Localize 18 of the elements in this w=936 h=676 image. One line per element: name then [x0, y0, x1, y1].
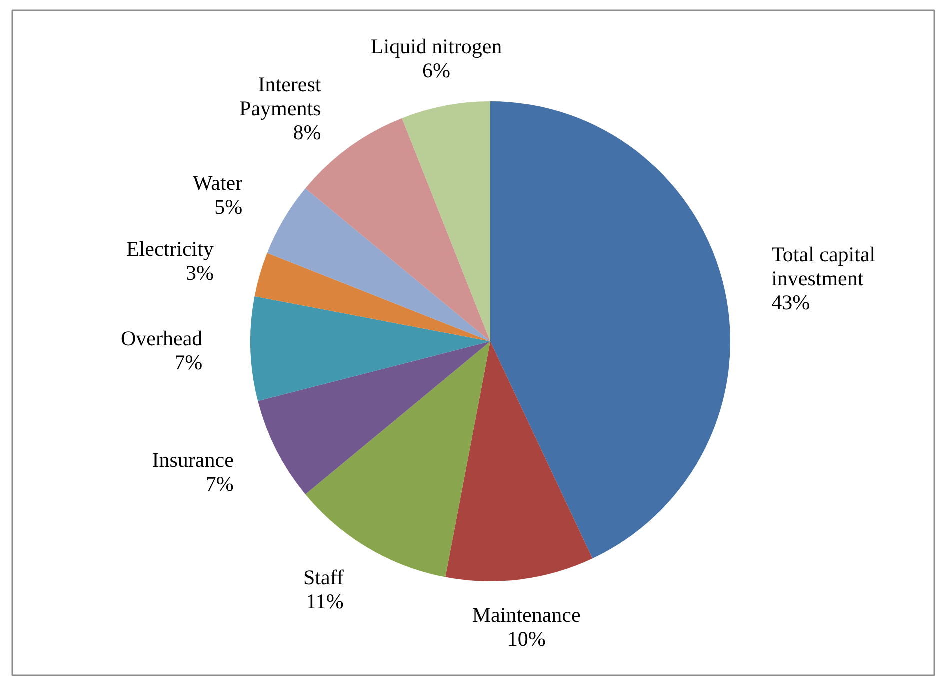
slice-label: Insurance — [152, 448, 234, 472]
slice-label: Overhead — [121, 326, 204, 351]
data-label: 8% — [293, 120, 322, 145]
data-label: 43% — [772, 290, 810, 315]
data-label: 11% — [306, 589, 344, 614]
data-label: 7% — [174, 350, 203, 375]
data-label: 7% — [206, 472, 234, 496]
data-label: 3% — [186, 261, 214, 286]
slice-label: Liquid nitrogen — [370, 34, 503, 59]
slice-label: Electricity — [126, 237, 214, 262]
slice-label: Maintenance — [472, 603, 581, 628]
slice-label: Water — [193, 170, 243, 195]
data-label: 10% — [507, 627, 546, 652]
data-label: 6% — [422, 58, 451, 83]
slice-label: Total capital investment — [772, 242, 876, 291]
data-label: 5% — [214, 194, 243, 219]
slice-label: Staff — [303, 565, 344, 590]
slice-label: Interest Payments — [240, 72, 322, 121]
